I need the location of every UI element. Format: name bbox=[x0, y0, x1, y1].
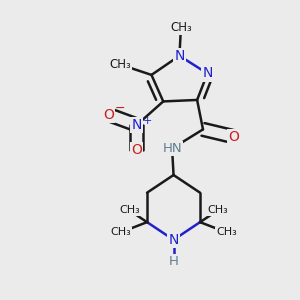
Text: CH₃: CH₃ bbox=[110, 58, 131, 71]
Text: O: O bbox=[103, 108, 114, 122]
Text: N: N bbox=[174, 49, 184, 63]
Text: N: N bbox=[202, 66, 213, 80]
Text: N: N bbox=[168, 233, 179, 247]
Text: HN: HN bbox=[162, 142, 182, 155]
Text: CH₃: CH₃ bbox=[207, 206, 228, 215]
Text: −: − bbox=[115, 102, 125, 115]
Text: O: O bbox=[229, 130, 239, 144]
Text: O: O bbox=[131, 143, 142, 157]
Text: H: H bbox=[169, 255, 178, 268]
Text: CH₃: CH₃ bbox=[110, 227, 131, 237]
Text: CH₃: CH₃ bbox=[216, 227, 237, 237]
Text: CH₃: CH₃ bbox=[170, 21, 192, 34]
Text: CH₃: CH₃ bbox=[119, 206, 140, 215]
Text: +: + bbox=[142, 116, 152, 126]
Text: N: N bbox=[132, 118, 142, 132]
